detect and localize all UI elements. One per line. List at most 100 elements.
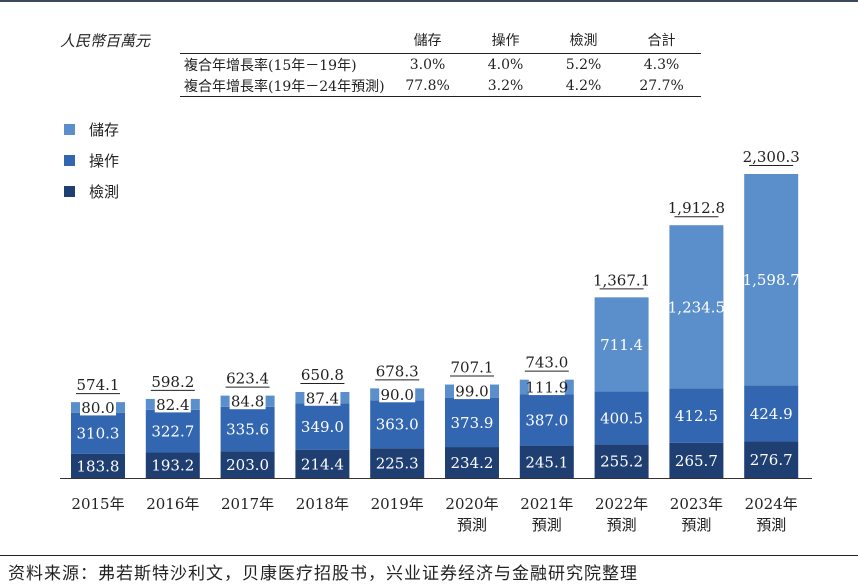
source-note: 资料来源：弗若斯特沙利文，贝康医疗招股书，兴业证券经济与金融研究院整理 <box>8 564 638 584</box>
bar-segment <box>145 409 200 453</box>
cagr-cell: 4.2% <box>544 75 623 97</box>
cagr-table: 儲存 操作 檢測 合計 複合年增長率(15年－19年) 3.0% 4.0% 5.… <box>180 27 701 97</box>
category-tick-label: 2018年 <box>296 495 349 513</box>
total-value-label: 574.1 <box>77 376 120 394</box>
total-value-label: 623.4 <box>226 370 269 388</box>
segment-value-label: 193.2 <box>151 457 194 475</box>
bar-segment <box>370 400 425 449</box>
category-tick-label: 2015年 <box>71 495 124 513</box>
legend-swatch-testing <box>64 186 75 197</box>
cagr-header-operation: 操作 <box>491 33 520 49</box>
top-rule <box>0 0 858 2</box>
cagr-cell: 5.2% <box>544 53 623 75</box>
category-tick-label: 預測 <box>607 516 637 534</box>
segment-value-label: 234.2 <box>451 454 494 472</box>
category-tick-label: 預測 <box>532 516 562 534</box>
cagr-row-label: 複合年增長率(19年－24年預測) <box>180 75 389 97</box>
total-value-label: 2,300.3 <box>743 148 800 166</box>
segment-value-label: 400.5 <box>600 409 643 427</box>
bottom-rule <box>0 555 858 556</box>
segment-value-label: 711.4 <box>600 336 643 354</box>
category-tick-label: 2024年 <box>745 495 798 513</box>
segment-value-label: 349.0 <box>301 418 344 436</box>
segment-value-label: 265.7 <box>675 452 718 470</box>
bar-segment <box>519 394 574 446</box>
segment-value-label: 84.8 <box>231 393 264 411</box>
cagr-cell: 3.2% <box>466 75 545 97</box>
legend-item-testing: 檢測 <box>64 181 119 202</box>
bar-segment <box>594 297 649 392</box>
segment-value-label: 225.3 <box>376 455 419 473</box>
bar-segment <box>145 452 200 478</box>
segment-value-label: 111.9 <box>525 379 568 397</box>
cagr-cell: 77.8% <box>388 75 467 97</box>
bar-segment <box>295 449 350 478</box>
segment-value-label: 335.6 <box>226 420 269 438</box>
segment-value-label: 82.4 <box>156 396 189 414</box>
category-tick-label: 2016年 <box>146 495 199 513</box>
cagr-cell: 4.3% <box>622 53 701 75</box>
segment-value-label: 245.1 <box>525 453 568 471</box>
category-tick-label: 2019年 <box>371 495 424 513</box>
segment-label-box <box>154 396 191 413</box>
segment-label-box <box>80 399 116 416</box>
segment-value-label: 1,234.5 <box>668 298 725 316</box>
segment-value-label: 99.0 <box>455 383 488 401</box>
bar-segment <box>370 448 425 478</box>
cagr-header-row: 儲存 操作 檢測 合計 <box>180 27 701 54</box>
segment-value-label: 322.7 <box>151 423 194 441</box>
segment-value-label: 87.4 <box>306 389 339 407</box>
segment-label-box <box>528 379 565 396</box>
legend-item-storage: 儲存 <box>64 119 119 140</box>
segment-value-label: 276.7 <box>750 451 793 469</box>
legend-label-testing: 檢測 <box>89 183 120 201</box>
total-value-label: 1,912.8 <box>668 199 725 217</box>
bar-segment <box>669 388 724 443</box>
bar-segment <box>295 403 350 450</box>
segment-label-box <box>454 383 490 400</box>
segment-value-label: 424.9 <box>750 405 793 423</box>
segment-value-label: 1,598.7 <box>743 271 800 289</box>
cagr-row: 複合年增長率(15年－19年) 3.0% 4.0% 5.2% 4.3% <box>180 53 701 75</box>
bar-segment <box>220 406 275 452</box>
bar-segment <box>445 447 499 478</box>
legend-label-operation: 操作 <box>89 152 120 170</box>
total-value-label: 1,367.1 <box>593 271 650 289</box>
bar-segment <box>594 444 649 478</box>
category-tick-label: 預測 <box>681 516 711 534</box>
category-tick-label: 預測 <box>756 516 786 534</box>
bar-segment <box>744 385 799 442</box>
segment-value-label: 412.5 <box>675 407 718 425</box>
cagr-header-total: 合計 <box>647 33 676 49</box>
cagr-row-label: 複合年增長率(15年－19年) <box>180 53 389 75</box>
segment-value-label: 183.8 <box>77 457 120 475</box>
category-tick-label: 2022年 <box>595 495 648 513</box>
bar-segment <box>744 441 799 478</box>
total-value-label: 678.3 <box>376 362 419 380</box>
legend-swatch-storage <box>64 124 75 135</box>
segment-value-label: 255.2 <box>600 453 643 471</box>
bar-segment <box>71 453 125 478</box>
category-tick-label: 預測 <box>457 516 487 534</box>
segment-label-box <box>229 393 266 410</box>
segment-value-label: 387.0 <box>525 412 568 430</box>
segment-value-label: 90.0 <box>380 386 413 404</box>
total-value-label: 707.1 <box>451 359 494 377</box>
segment-value-label: 214.4 <box>301 455 344 473</box>
bar-segment <box>594 391 649 445</box>
cagr-row: 複合年增長率(19年－24年預測) 77.8% 3.2% 4.2% 27.7% <box>180 75 701 97</box>
legend-swatch-operation <box>64 155 75 166</box>
segment-label-box <box>379 386 416 403</box>
cagr-cell: 4.0% <box>466 53 545 75</box>
bar-segment <box>519 445 574 478</box>
bar-segment <box>744 174 799 386</box>
category-tick-label: 2017年 <box>221 495 274 513</box>
bar-segment <box>220 451 275 478</box>
category-tick-label: 2021年 <box>520 495 573 513</box>
category-tick-label: 2020年 <box>445 495 498 513</box>
segment-value-label: 310.3 <box>77 425 120 443</box>
total-value-label: 598.2 <box>151 373 194 391</box>
segment-value-label: 363.0 <box>376 416 419 434</box>
legend-item-operation: 操作 <box>64 150 119 171</box>
stacked-bar-chart: 183.8 310.3 80.0 574.1 2015年 193.2 322.7 82.4 59… <box>60 148 812 534</box>
